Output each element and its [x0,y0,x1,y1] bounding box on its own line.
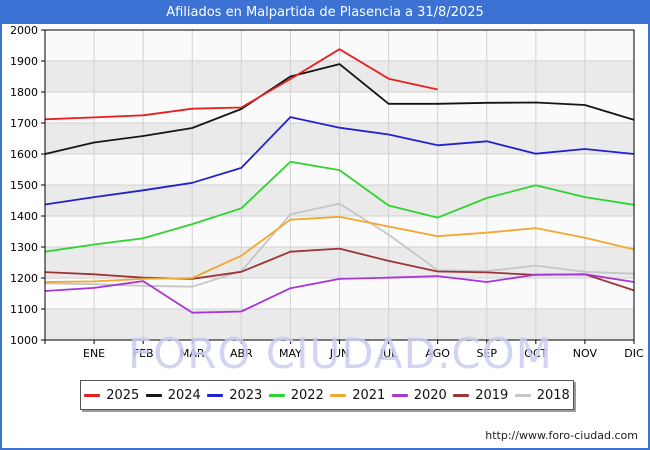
legend-label-2020: 2020 [413,387,447,403]
y-tick-label: 1100 [10,303,38,316]
x-tick-label-NOV: NOV [573,347,598,360]
x-tick-label-AGO: AGO [425,347,450,360]
legend-label-2019: 2019 [475,387,509,403]
legend-swatch-2025 [84,393,101,397]
chart-legend: 2025 2024 2023 2022 2021 2020 2019 2018 [80,380,574,410]
x-tick-label-JUL: JUL [379,347,398,360]
legend-swatch-2022 [268,393,285,397]
legend-label-2018: 2018 [536,387,570,403]
y-tick-label: 1300 [10,241,38,254]
series-line-2023 [44,116,635,206]
y-tick-label: 1800 [10,86,38,99]
legend-item-2018: 2018 [514,387,570,403]
x-tick-label-JUN: JUN [329,347,350,360]
legend-item-2024: 2024 [145,387,201,403]
legend-swatch-2021 [330,393,347,397]
chart-title: Afiliados en Malpartida de Plasencia a 3… [2,2,648,24]
legend-item-2020: 2020 [391,387,447,403]
x-tick-label-OCT: OCT [524,347,547,360]
legend-item-2025: 2025 [84,388,139,403]
legend-swatch-2023 [207,393,224,397]
y-tick-label: 1400 [10,210,38,223]
series-line-2021 [44,215,635,283]
legend-label-2024: 2024 [167,387,201,403]
x-tick-label-MAY: MAY [279,347,302,360]
legend-label-2023: 2023 [229,387,263,403]
legend-item-2019: 2019 [453,388,508,403]
series-line-2024 [44,63,635,155]
x-tick-label-MAR: MAR [180,347,205,360]
x-tick-label-ABR: ABR [230,347,253,360]
series-line-2022 [44,160,635,253]
legend-item-2022: 2022 [268,387,324,403]
x-tick-label-ENE: ENE [83,347,105,360]
legend-swatch-2018 [514,393,531,397]
y-tick-label: 1200 [10,272,38,285]
x-tick-label-DIC: DIC [624,347,644,360]
legend-label-2025: 2025 [106,387,140,403]
y-tick-label: 1500 [10,179,38,192]
y-tick-label: 1600 [10,148,38,161]
series-line-2025 [44,48,438,121]
series-line-2020 [44,273,635,314]
legend-swatch-2024 [145,393,162,397]
legend-label-2022: 2022 [290,387,324,403]
legend-item-2021: 2021 [330,388,385,403]
y-tick-label: 1900 [10,55,38,68]
x-tick-label-FEB: FEB [133,347,154,360]
legend-item-2023: 2023 [207,388,262,403]
footer-url-link[interactable]: http://www.foro-ciudad.com [485,429,638,442]
series-line-2018 [44,202,635,288]
y-tick-label: 1700 [10,117,38,130]
x-tick-label-SEP: SEP [476,347,497,360]
legend-label-2021: 2021 [352,387,386,403]
legend-swatch-2019 [453,393,470,397]
legend-swatch-2020 [391,393,408,397]
y-tick-label: 1000 [10,334,38,347]
y-tick-label: 2000 [10,24,38,37]
